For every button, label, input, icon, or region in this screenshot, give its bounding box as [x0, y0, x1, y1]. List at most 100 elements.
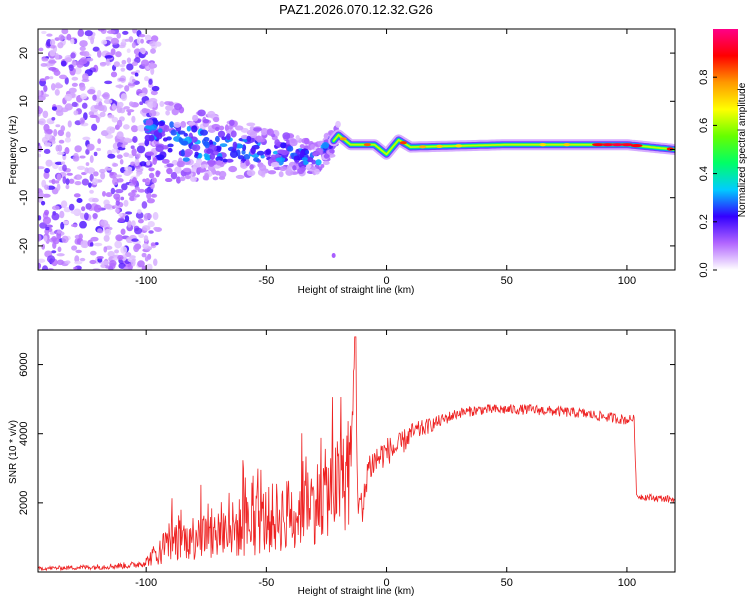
spectrogram-blob [253, 157, 260, 162]
spectrogram-noise-blob [150, 242, 156, 247]
spectrogram-blob [306, 163, 312, 169]
spectrogram-noise-blob [60, 107, 69, 113]
spectrogram-noise-blob [38, 258, 46, 263]
colorbar-tick-label: 0.2 [698, 214, 710, 229]
spectrogram-blob [305, 149, 310, 155]
spectrogram-noise-blob [118, 262, 126, 269]
spectrogram-noise-blob [73, 110, 79, 116]
snr-xtick-label: 0 [383, 577, 389, 589]
spectrogram-noise-blob [137, 188, 146, 193]
snr-frame [37, 329, 676, 573]
spectrogram-noise-blob [79, 46, 86, 52]
spectrogram-outlier [331, 253, 336, 259]
spectrogram-noise-blob [74, 180, 82, 186]
spectrogram-noise-blob [120, 228, 126, 235]
spectrogram-noise-blob [131, 61, 138, 66]
spectrogram-noise-blob [38, 47, 44, 52]
spectrogram-blob [280, 149, 289, 156]
spectrogram-noise-blob [55, 110, 64, 117]
spectrogram-noise-blob [51, 250, 57, 254]
spectrogram-noise-blob [38, 118, 46, 126]
spectrogram-noise-blob [115, 84, 124, 89]
spectrogram-noise-blob [92, 94, 97, 101]
spectrogram-blob [260, 127, 268, 136]
spectrogram-blob [321, 142, 330, 149]
spectrogram-blob [168, 101, 174, 106]
spectrogram-blob [249, 164, 254, 170]
spectrogram-noise-blob [151, 35, 159, 43]
spectrogram-noise-blob [68, 64, 74, 72]
spectrogram-noise-blob [75, 249, 82, 254]
spectrogram-blob [232, 141, 238, 150]
spectrogram-noise-blob [111, 103, 117, 111]
spectrogram-noise-blob [64, 137, 72, 143]
spectrogram-noise-blob [87, 88, 96, 95]
spectrogram-noise-blob [68, 178, 75, 184]
spectrogram-noise-blob [116, 119, 123, 128]
spectrogram-noise-blob [121, 59, 127, 65]
spectrogram-noise-blob [118, 217, 125, 223]
spectrogram-blob [229, 150, 239, 159]
spectrogram-noise-blob [131, 148, 137, 157]
spectrogram-noise-blob [136, 37, 141, 45]
spectrogram-blob [315, 147, 324, 156]
spectrogram-hot-spot [592, 143, 605, 147]
spectrogram-blob [151, 177, 157, 184]
spectrogram-blob [256, 135, 261, 143]
spectrogram-noise-blob [123, 152, 130, 158]
spectrogram-noise-blob [45, 159, 53, 167]
spectrogram-blob [163, 125, 170, 133]
colorbar-label: Normalized spectral amplitude [737, 82, 748, 217]
spectrogram-noise-blob [53, 69, 61, 76]
spectrogram-noise-blob [84, 167, 89, 174]
spectrogram-blob [249, 130, 258, 139]
spectrogram-noise-blob [51, 235, 58, 242]
spectrogram-noise-blob [154, 242, 159, 246]
spectrogram-noise-blob [149, 62, 155, 69]
spectrogram-blob [236, 144, 244, 149]
spectrogram-noise-blob [153, 258, 158, 267]
spectrogram-noise-blob [142, 243, 149, 249]
spectrogram-noise-blob [139, 161, 147, 167]
spectrogram-noise-blob [110, 187, 116, 195]
spectrogram-xtick-label: -100 [135, 275, 157, 287]
spectrogram-noise-blob [147, 221, 155, 228]
spectrogram-blob [212, 116, 220, 123]
spectrogram-noise-blob [93, 242, 103, 247]
spectrogram-noise-blob [116, 178, 124, 183]
spectrogram-blob [207, 110, 216, 119]
spectrogram-noise-blob [153, 226, 159, 231]
spectrogram-noise-blob [54, 88, 60, 96]
spectrogram-noise-blob [121, 143, 126, 149]
spectrogram-noise-blob [130, 145, 135, 150]
spectrogram-blob [290, 138, 296, 144]
spectrogram-noise-blob [83, 112, 88, 121]
spectrogram-noise-blob [135, 211, 144, 219]
spectrogram-noise-blob [70, 223, 78, 228]
spectrogram-blob [155, 144, 164, 153]
spectrogram-noise-blob [118, 212, 123, 217]
spectrogram-blob [253, 127, 262, 132]
spectrogram-noise-blob [60, 221, 65, 230]
spectrogram-noise-blob [49, 45, 56, 49]
spectrogram-noise-blob [120, 93, 128, 101]
spectrogram-noise-blob [89, 114, 98, 119]
spectrogram-noise-blob [82, 50, 90, 57]
spectrogram-noise-blob [132, 29, 138, 34]
spectrogram-blob [145, 151, 155, 156]
spectrogram-blob [270, 161, 280, 168]
spectrogram-noise-blob [106, 29, 116, 34]
spectrogram-noise-blob [82, 136, 91, 141]
spectrogram-noise-blob [141, 252, 147, 258]
chart-title: PAZ1.2026.070.12.32.G26 [279, 2, 433, 17]
spectrogram-noise-blob [38, 234, 42, 242]
spectrogram-noise-blob [120, 246, 128, 254]
spectrogram-noise-blob [131, 115, 136, 123]
spectrogram-blob [224, 124, 230, 132]
snr-xtick-label: -50 [258, 577, 274, 589]
spectrogram-noise-blob [51, 106, 58, 111]
spectrogram-blob [279, 166, 287, 172]
spectrogram-noise-blob [93, 204, 102, 213]
spectrogram-blob [176, 176, 181, 184]
spectrogram-noise-blob [55, 82, 62, 89]
